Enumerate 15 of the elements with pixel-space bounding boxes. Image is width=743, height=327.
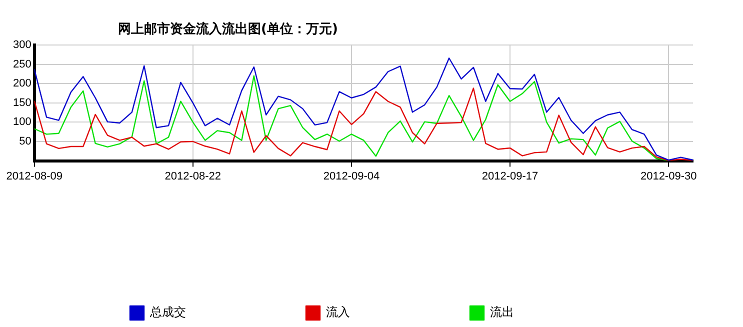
y-tick-label: 100 xyxy=(12,116,32,128)
y-tick-label: 200 xyxy=(12,78,32,90)
y-tick-label: 50 xyxy=(19,136,32,148)
x-tick-label: 2012-09-17 xyxy=(482,170,538,182)
x-tick-label: 2012-09-30 xyxy=(640,170,697,182)
y-tick-label: 300 xyxy=(12,39,32,52)
chart-title: 网上邮市资金流入流出图(单位：万元) xyxy=(118,20,338,38)
legend-label: 总成交 xyxy=(149,305,186,320)
legend-label: 流出 xyxy=(490,305,514,320)
x-tick-label: 2012-08-09 xyxy=(6,170,62,182)
y-tick-label: 150 xyxy=(12,96,32,109)
legend-label: 流入 xyxy=(326,305,350,320)
x-tick-label: 2012-09-04 xyxy=(323,170,380,182)
x-tick-label: 2012-08-22 xyxy=(164,170,222,182)
y-tick-label: 250 xyxy=(12,58,32,70)
